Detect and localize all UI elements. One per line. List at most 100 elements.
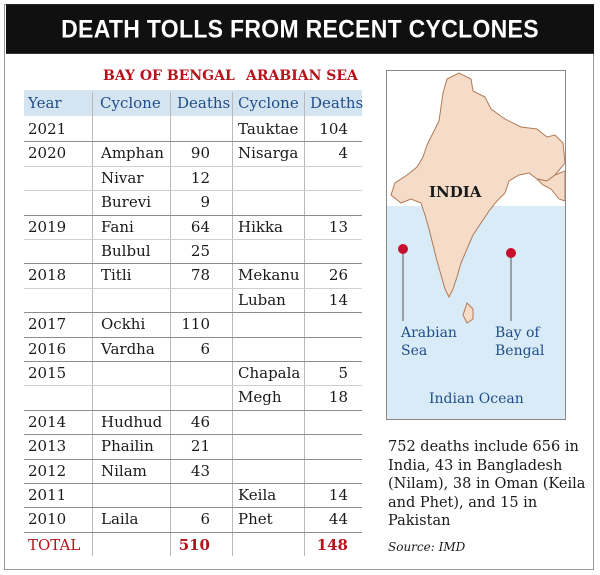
arabian-deaths-cell: 4 (338, 144, 348, 163)
column-header-row: Year Cyclone Deaths Cyclone Deaths (24, 90, 364, 116)
bay-cyclone-cell: Burevi (101, 193, 152, 212)
bay-of-bengal-label-line1: Bay of (495, 325, 541, 341)
source-credit: Source: IMD (388, 540, 466, 554)
row-divider (24, 263, 362, 265)
arabian-total-deaths: 148 (316, 536, 348, 554)
year-cell: 2019 (28, 217, 67, 236)
total-label: TOTAL (28, 536, 81, 554)
column-divider (232, 92, 233, 556)
year-cell: 2016 (28, 339, 67, 358)
bay-deaths-cell: 46 (190, 412, 210, 431)
row-divider (24, 287, 362, 289)
arabian-deaths-cell: 44 (328, 510, 348, 529)
arabian-sea-label-line1: Arabian (400, 325, 457, 341)
year-cell: 2012 (28, 461, 67, 480)
bay-deaths-cell: 6 (200, 339, 210, 358)
arabian-cyclone-cell: Hikka (238, 217, 283, 236)
arabian-deaths-cell: 104 (319, 120, 348, 138)
bay-deaths-cell: 78 (190, 266, 210, 285)
arabian-cyclone-cell: Phet (238, 510, 273, 529)
india-label: INDIA (429, 183, 482, 201)
arabian-cyclone-cell: Chapala (238, 364, 301, 382)
row-divider (24, 507, 362, 509)
bay-cyclone-cell: Phailin (101, 437, 154, 456)
year-column-header: Year (28, 94, 62, 112)
arabian-deaths-cell: 13 (328, 217, 348, 236)
column-divider (170, 92, 171, 556)
row-divider (24, 361, 362, 362)
bay-of-bengal-label-line2: Bengal (495, 343, 545, 359)
row-divider (24, 190, 362, 192)
row-divider (24, 434, 362, 436)
indian-ocean-label: Indian Ocean (429, 391, 524, 407)
india-outline (390, 72, 565, 299)
infographic-title: DEATH TOLLS FROM RECENT CYCLONES (6, 4, 594, 54)
bay-deaths-cell: 12 (190, 168, 210, 187)
arabian-cyclone-cell: Mekanu (238, 266, 300, 285)
bay-deaths-cell: 21 (190, 437, 210, 456)
year-cell: 2018 (28, 266, 67, 285)
arabian-sea-marker (398, 244, 408, 254)
bangladesh-myanmar-outline (535, 170, 565, 202)
bay-cyclone-cell: Ockhi (101, 315, 146, 334)
bay-of-bengal-heading: BAY OF BENGAL (103, 68, 235, 84)
row-divider (24, 312, 362, 314)
india-map-graphic: INDIA Arabian Sea Bay of Bengal Indian O… (387, 71, 565, 419)
bay-cyclone-column-header: Cyclone (100, 94, 161, 112)
arabian-deaths-cell: 14 (328, 486, 348, 504)
column-divider (304, 92, 305, 556)
row-divider (24, 483, 362, 484)
bay-cyclone-cell: Hudhud (101, 412, 163, 431)
bay-cyclone-cell: Amphan (101, 144, 164, 163)
row-divider (24, 385, 362, 387)
arabian-deaths-cell: 14 (328, 290, 348, 309)
bay-deaths-cell: 9 (200, 193, 210, 212)
row-divider (24, 141, 362, 143)
bay-cyclone-cell: Bulbul (101, 242, 151, 260)
bay-cyclone-cell: Nilam (101, 461, 147, 480)
arabian-deaths-cell: 18 (328, 388, 348, 407)
bay-cyclone-cell: Vardha (101, 339, 155, 358)
arabian-cyclone-cell: Nisarga (238, 144, 299, 163)
arabian-sea-label-line2: Sea (401, 343, 427, 359)
bay-deaths-cell: 43 (190, 461, 210, 480)
arabian-cyclone-cell: Megh (238, 388, 282, 407)
arabian-deaths-cell: 5 (338, 364, 348, 382)
bay-of-bengal-marker (506, 248, 516, 258)
row-divider (24, 239, 362, 240)
bay-total-deaths: 510 (178, 536, 210, 554)
bay-deaths-cell: 25 (190, 242, 210, 260)
bay-deaths-cell: 90 (190, 144, 210, 163)
year-cell: 2010 (28, 510, 67, 529)
arabian-sea-heading: ARABIAN SEA (246, 68, 358, 84)
sri-lanka-outline (462, 302, 474, 324)
arabian-deaths-cell: 26 (328, 266, 348, 285)
row-divider (24, 336, 362, 338)
year-cell: 2017 (28, 315, 67, 334)
year-cell: 2013 (28, 437, 67, 456)
bay-cyclone-cell: Laila (101, 510, 139, 529)
bay-cyclone-cell: Nivar (101, 168, 144, 187)
bay-deaths-cell: 110 (181, 315, 210, 334)
year-cell: 2011 (28, 486, 67, 504)
death-breakdown-note: 752 deaths include 656 in India, 43 in B… (388, 439, 586, 529)
bay-cyclone-cell: Fani (101, 217, 134, 236)
arabian-deaths-column-header: Deaths (310, 94, 364, 112)
year-cell: 2015 (28, 364, 67, 382)
bay-deaths-cell: 6 (200, 510, 210, 529)
column-divider (92, 92, 93, 556)
row-divider (24, 165, 362, 167)
row-divider (24, 409, 362, 411)
bay-cyclone-cell: Titli (101, 266, 132, 285)
row-divider (24, 531, 362, 533)
year-cell: 2021 (28, 120, 67, 138)
bay-deaths-column-header: Deaths (177, 94, 231, 112)
year-cell: 2014 (28, 412, 67, 431)
india-map: INDIA Arabian Sea Bay of Bengal Indian O… (386, 70, 566, 420)
bay-deaths-cell: 64 (190, 217, 210, 236)
arabian-cyclone-cell: Keila (238, 486, 277, 504)
row-divider (24, 214, 362, 216)
arabian-cyclone-column-header: Cyclone (238, 94, 299, 112)
year-cell: 2020 (28, 144, 67, 163)
arabian-cyclone-cell: Luban (238, 290, 286, 309)
